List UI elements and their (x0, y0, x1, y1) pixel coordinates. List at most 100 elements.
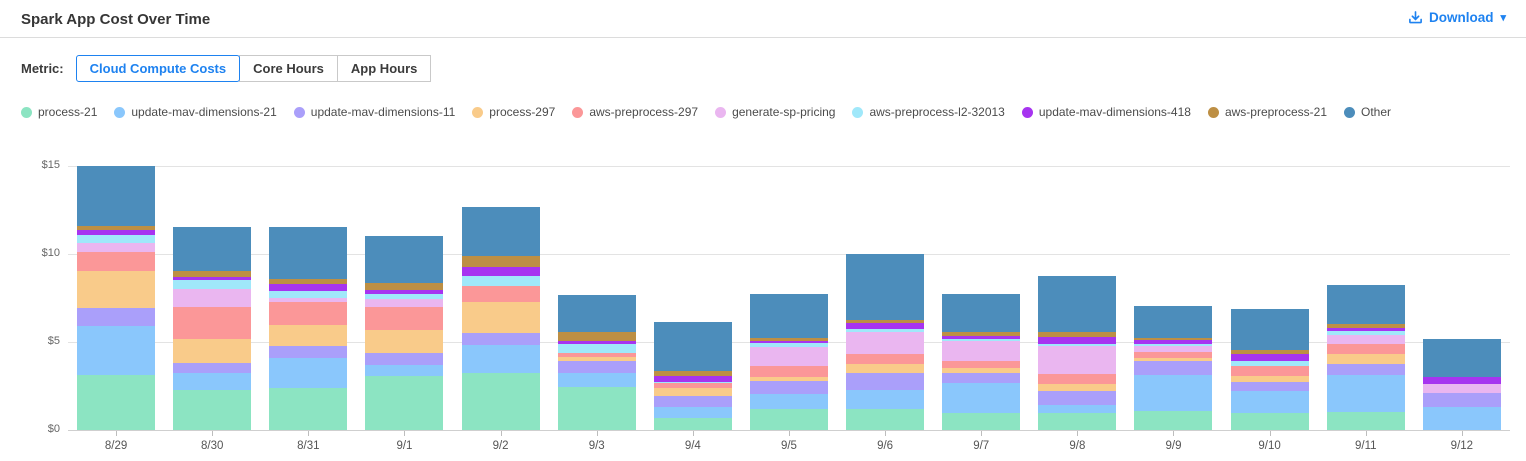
bar-8-30[interactable] (173, 226, 252, 430)
bar-segment-update-mav-dimensions-11[interactable] (653, 395, 732, 408)
bar-segment-update-mav-dimensions-11[interactable] (1422, 393, 1501, 408)
bar-segment-other[interactable] (269, 226, 348, 279)
bar-segment-aws-preprocess-l2-32013[interactable] (942, 338, 1021, 342)
bar-segment-process-297[interactable] (1038, 384, 1117, 392)
bar-segment-aws-preprocess-l2-32013[interactable] (269, 291, 348, 299)
bar-segment-update-mav-dimensions-11[interactable] (749, 380, 828, 394)
bar-segment-other[interactable] (749, 293, 828, 338)
bar-segment-update-mav-dimensions-418[interactable] (846, 322, 925, 329)
bar-segment-update-mav-dimensions-418[interactable] (653, 375, 732, 382)
bar-segment-aws-preprocess-21[interactable] (749, 337, 828, 342)
legend-item-aws-preprocess-21[interactable]: aws-preprocess-21 (1207, 105, 1327, 119)
legend-item-generate-sp-pricing[interactable]: generate-sp-pricing (715, 105, 835, 119)
legend-item-other[interactable]: Other (1344, 105, 1391, 119)
bar-segment-aws-preprocess-297[interactable] (173, 306, 252, 339)
bar-segment-update-mav-dimensions-21[interactable] (461, 344, 540, 373)
bar-segment-other[interactable] (77, 166, 156, 226)
bar-segment-aws-preprocess-21[interactable] (77, 225, 156, 231)
bar-segment-update-mav-dimensions-418[interactable] (1422, 377, 1501, 385)
bar-9-5[interactable] (749, 293, 828, 430)
bar-segment-aws-preprocess-297[interactable] (365, 306, 444, 330)
bar-segment-aws-preprocess-297[interactable] (77, 252, 156, 271)
bar-segment-generate-sp-pricing[interactable] (173, 289, 252, 307)
bar-segment-update-mav-dimensions-21[interactable] (749, 393, 828, 409)
bar-segment-aws-preprocess-l2-32013[interactable] (461, 276, 540, 286)
bar-segment-process-297[interactable] (942, 368, 1021, 373)
bar-9-10[interactable] (1230, 308, 1309, 430)
bar-segment-aws-preprocess-297[interactable] (749, 365, 828, 378)
bar-segment-aws-preprocess-297[interactable] (1038, 373, 1117, 385)
bar-segment-generate-sp-pricing[interactable] (269, 298, 348, 303)
bar-segment-process-297[interactable] (173, 338, 252, 364)
bar-segment-aws-preprocess-l2-32013[interactable] (1230, 360, 1309, 366)
bar-segment-aws-preprocess-21[interactable] (653, 371, 732, 376)
bar-segment-other[interactable] (846, 254, 925, 321)
bar-segment-generate-sp-pricing[interactable] (749, 347, 828, 366)
bar-segment-generate-sp-pricing[interactable] (77, 243, 156, 253)
bar-segment-aws-preprocess-l2-32013[interactable] (749, 342, 828, 348)
bar-segment-process-297[interactable] (1230, 376, 1309, 383)
bar-segment-other[interactable] (557, 294, 636, 333)
bar-segment-update-mav-dimensions-11[interactable] (461, 333, 540, 345)
legend-item-process-21[interactable]: process-21 (21, 105, 97, 119)
bar-segment-process-21[interactable] (846, 408, 925, 430)
bar-segment-aws-preprocess-l2-32013[interactable] (173, 279, 252, 290)
bar-9-8[interactable] (1038, 276, 1117, 430)
bar-segment-aws-preprocess-297[interactable] (1326, 343, 1405, 355)
bar-segment-generate-sp-pricing[interactable] (1134, 346, 1213, 352)
bar-8-29[interactable] (77, 166, 156, 430)
bar-segment-generate-sp-pricing[interactable] (1422, 384, 1501, 394)
bar-segment-process-21[interactable] (269, 387, 348, 430)
bar-segment-generate-sp-pricing[interactable] (1038, 346, 1117, 374)
bar-9-1[interactable] (365, 236, 444, 430)
bar-segment-process-297[interactable] (269, 325, 348, 346)
bar-segment-update-mav-dimensions-418[interactable] (269, 283, 348, 292)
bar-segment-aws-preprocess-297[interactable] (557, 353, 636, 357)
bar-segment-generate-sp-pricing[interactable] (846, 332, 925, 355)
bar-segment-aws-preprocess-l2-32013[interactable] (1326, 330, 1405, 336)
bar-segment-update-mav-dimensions-21[interactable] (1326, 374, 1405, 413)
bar-segment-aws-preprocess-297[interactable] (942, 360, 1021, 369)
bar-segment-update-mav-dimensions-11[interactable] (557, 360, 636, 373)
bar-segment-aws-preprocess-l2-32013[interactable] (653, 381, 732, 384)
bar-segment-aws-preprocess-l2-32013[interactable] (846, 328, 925, 333)
bar-segment-update-mav-dimensions-21[interactable] (846, 389, 925, 409)
bar-9-11[interactable] (1326, 284, 1405, 430)
bar-segment-update-mav-dimensions-11[interactable] (1134, 361, 1213, 375)
bar-segment-update-mav-dimensions-418[interactable] (1230, 354, 1309, 361)
bar-segment-process-297[interactable] (365, 329, 444, 354)
bar-9-7[interactable] (942, 293, 1021, 430)
bar-segment-other[interactable] (365, 236, 444, 284)
bar-9-12[interactable] (1422, 339, 1501, 430)
bar-segment-other[interactable] (653, 321, 732, 372)
legend-item-update-mav-dimensions-418[interactable]: update-mav-dimensions-418 (1021, 105, 1191, 119)
bar-segment-update-mav-dimensions-11[interactable] (942, 372, 1021, 384)
bar-segment-update-mav-dimensions-11[interactable] (1326, 364, 1405, 375)
bar-segment-other[interactable] (942, 293, 1021, 333)
bar-segment-update-mav-dimensions-418[interactable] (942, 335, 1021, 339)
bar-segment-aws-preprocess-21[interactable] (846, 320, 925, 323)
legend-item-aws-preprocess-l2-32013[interactable]: aws-preprocess-l2-32013 (852, 105, 1005, 119)
bar-segment-update-mav-dimensions-21[interactable] (173, 372, 252, 391)
bar-segment-other[interactable] (173, 226, 252, 271)
bar-segment-process-297[interactable] (1134, 357, 1213, 362)
bar-segment-process-297[interactable] (1326, 354, 1405, 365)
bar-segment-generate-sp-pricing[interactable] (365, 298, 444, 307)
bar-segment-update-mav-dimensions-418[interactable] (77, 230, 156, 235)
bar-segment-update-mav-dimensions-21[interactable] (1038, 405, 1117, 414)
bar-segment-update-mav-dimensions-21[interactable] (653, 407, 732, 418)
bar-segment-process-21[interactable] (1326, 412, 1405, 430)
tab-core-hours[interactable]: Core Hours (239, 55, 338, 82)
bar-segment-update-mav-dimensions-21[interactable] (1422, 407, 1501, 430)
bar-segment-update-mav-dimensions-418[interactable] (1326, 328, 1405, 331)
bar-segment-update-mav-dimensions-418[interactable] (1134, 340, 1213, 344)
bar-segment-aws-preprocess-297[interactable] (1230, 365, 1309, 377)
bar-9-2[interactable] (461, 206, 540, 430)
bar-segment-other[interactable] (461, 206, 540, 256)
bar-segment-process-21[interactable] (173, 390, 252, 430)
bar-segment-aws-preprocess-l2-32013[interactable] (1038, 343, 1117, 347)
bar-segment-process-297[interactable] (749, 377, 828, 381)
bar-segment-process-297[interactable] (557, 356, 636, 361)
bar-9-6[interactable] (846, 254, 925, 430)
bar-segment-aws-preprocess-21[interactable] (1326, 324, 1405, 328)
